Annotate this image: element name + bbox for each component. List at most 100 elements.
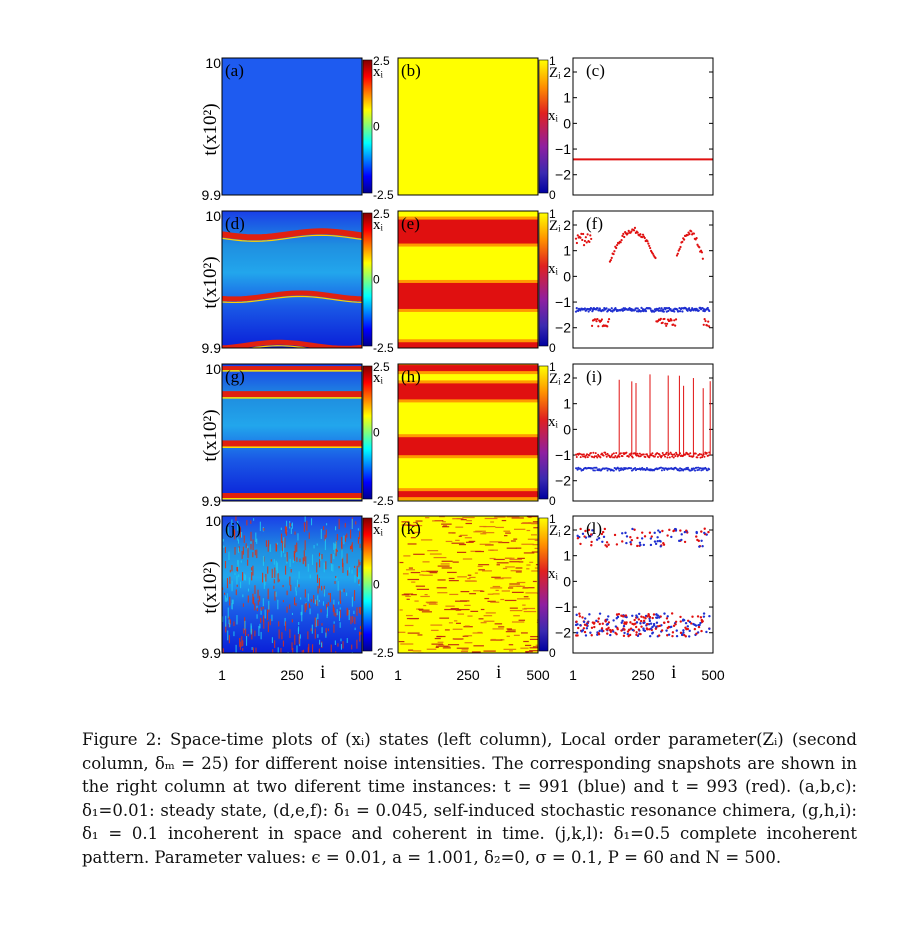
noise-streak — [254, 549, 256, 556]
low-point — [615, 613, 619, 616]
red-point — [633, 226, 637, 229]
red-point — [700, 251, 704, 254]
noise-streak — [290, 527, 292, 535]
high-point — [653, 540, 657, 543]
noise-streak — [286, 590, 288, 596]
noise-dash — [510, 570, 522, 572]
noise-streak — [346, 607, 348, 616]
noise-streak — [283, 543, 285, 553]
noise-streak — [333, 554, 335, 560]
y-tick-top: 10 — [205, 513, 221, 529]
noise-streak — [252, 565, 254, 576]
low-point — [617, 612, 621, 616]
high-point — [659, 545, 662, 548]
low-point — [600, 627, 604, 630]
low-point — [679, 631, 683, 635]
noise-dash — [522, 522, 532, 524]
blue-point — [610, 307, 613, 310]
noise-dash — [413, 553, 425, 555]
noise-dash — [420, 595, 430, 598]
noise-streak — [238, 546, 240, 552]
noise-dash — [398, 631, 406, 633]
red-point — [674, 324, 677, 327]
noise-dash — [437, 579, 446, 581]
noise-dash — [479, 543, 491, 545]
band-edge — [222, 295, 362, 304]
colorbar-z-tick-min: 0 — [549, 646, 556, 660]
panel-label: (b) — [401, 61, 421, 80]
noise-streak — [321, 554, 323, 560]
red-point — [681, 240, 684, 243]
low-point — [642, 619, 646, 622]
noise-streak — [320, 642, 323, 648]
noise-streak — [267, 566, 269, 574]
noise-streak — [273, 585, 275, 589]
noise-dash — [423, 604, 427, 607]
noise-dash — [424, 594, 428, 596]
noise-streak — [264, 577, 266, 586]
noise-dash — [463, 626, 473, 628]
noise-dash — [490, 549, 494, 551]
low-point — [598, 629, 601, 633]
x-tick-last: 500 — [701, 667, 725, 683]
y-axis-label: t(x10²) — [200, 103, 221, 155]
noise-dash — [477, 565, 483, 567]
noise-streak — [260, 631, 262, 640]
colorbar-x-tick-mid: 0 — [373, 578, 380, 592]
noise-streak — [346, 553, 348, 564]
low-point — [642, 621, 645, 625]
low-point — [629, 621, 632, 624]
noise-dash — [460, 590, 470, 593]
red-point — [688, 455, 691, 458]
high-point — [656, 540, 659, 543]
band-edge — [222, 234, 362, 242]
noise-streak — [348, 610, 350, 621]
high-point — [630, 538, 634, 542]
noise-dash — [452, 561, 459, 563]
noise-dash — [418, 609, 430, 611]
noise-streak — [238, 574, 240, 578]
noise-streak — [305, 556, 307, 567]
noise-streak — [234, 547, 236, 555]
blue-point — [663, 468, 666, 471]
noise-streak — [360, 550, 362, 561]
incoherent-band — [398, 282, 538, 309]
blue-point — [695, 466, 698, 469]
noise-dash — [448, 622, 453, 624]
noise-dash — [534, 547, 538, 550]
noise-dash — [448, 577, 455, 580]
noise-streak — [304, 540, 306, 551]
noise-streak — [295, 586, 297, 592]
noise-streak — [318, 578, 320, 589]
noise-streak — [309, 608, 311, 615]
red-point — [658, 453, 661, 456]
low-point — [670, 612, 674, 615]
low-point — [649, 622, 653, 625]
red-point — [606, 325, 609, 328]
noise-dash — [410, 537, 416, 539]
spike-band — [222, 290, 362, 302]
noise-dash — [464, 642, 473, 644]
noise-streak — [282, 585, 284, 588]
noise-streak — [244, 573, 246, 581]
red-point — [609, 258, 612, 262]
noise-streak — [297, 533, 299, 541]
steady-state-field — [222, 58, 362, 195]
low-point — [583, 630, 587, 634]
low-point — [620, 629, 623, 632]
low-point — [597, 632, 600, 635]
noise-streak — [284, 526, 287, 534]
noise-dash — [531, 534, 537, 536]
snapshot-y-tick: 2 — [563, 217, 571, 233]
high-point — [590, 540, 593, 544]
noise-streak — [316, 543, 318, 546]
red-point — [582, 453, 585, 456]
low-point — [655, 625, 658, 628]
noise-dash — [414, 600, 419, 602]
low-point — [575, 620, 578, 623]
low-point — [590, 626, 594, 629]
noise-dash — [421, 611, 432, 613]
noise-streak — [353, 610, 355, 615]
noise-streak — [294, 544, 296, 554]
high-point — [661, 529, 664, 533]
